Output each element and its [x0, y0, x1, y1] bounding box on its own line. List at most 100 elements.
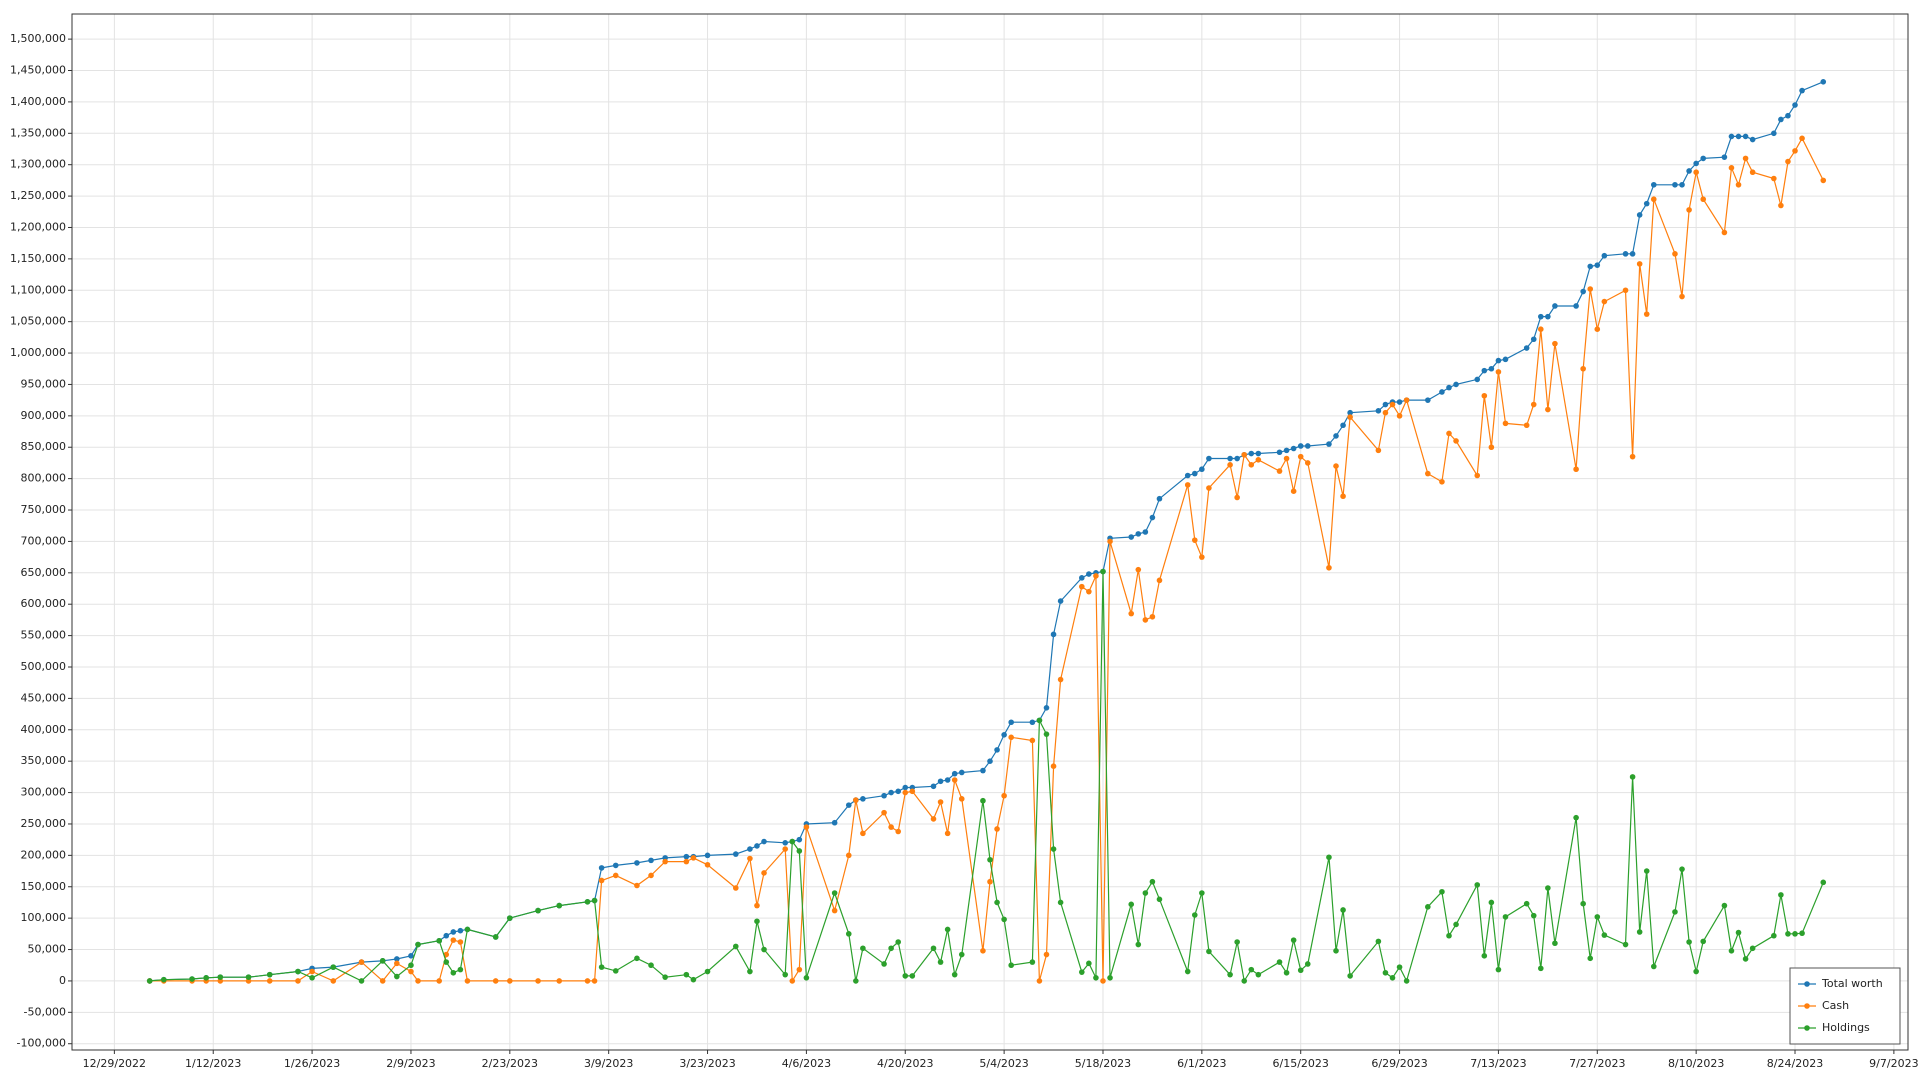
data-point: [146, 978, 153, 984]
data-point: [1778, 202, 1784, 209]
data-point: [1093, 974, 1099, 981]
data-point: [1389, 974, 1396, 981]
data-point: [1735, 181, 1742, 188]
data-point: [1375, 408, 1382, 414]
data-point: [1156, 896, 1163, 903]
data-point: [1057, 676, 1064, 683]
data-point: [1453, 381, 1459, 388]
data-point: [1439, 478, 1445, 485]
data-point: [1142, 617, 1149, 623]
data-point: [1636, 212, 1643, 218]
data-point: [1799, 135, 1805, 142]
data-point: [1156, 577, 1163, 584]
data-point: [881, 792, 887, 799]
data-point: [1594, 262, 1601, 268]
data-point: [1643, 311, 1650, 317]
data-point: [1142, 890, 1149, 896]
data-point: [1792, 148, 1798, 154]
data-point: [1184, 472, 1191, 479]
legend-marker: [1804, 1025, 1810, 1031]
data-point: [1283, 455, 1290, 462]
data-point: [881, 809, 887, 816]
data-point: [1191, 537, 1198, 543]
data-point: [295, 978, 301, 984]
data-point: [937, 959, 944, 965]
x-tick-label: 8/10/2023: [1668, 1057, 1724, 1070]
data-point: [1728, 947, 1735, 954]
data-point: [1227, 455, 1233, 462]
data-point: [1248, 450, 1255, 457]
data-point: [1340, 422, 1346, 429]
data-point: [1057, 598, 1064, 604]
data-point: [415, 941, 421, 948]
data-point: [902, 973, 909, 979]
data-point: [203, 974, 209, 981]
data-point: [1248, 966, 1255, 973]
data-point: [1149, 514, 1156, 521]
data-point: [1241, 978, 1248, 984]
data-point: [1686, 939, 1692, 945]
data-point: [1643, 200, 1650, 207]
data-point: [1107, 538, 1113, 545]
data-point: [1255, 450, 1262, 457]
data-point: [789, 978, 796, 984]
y-tick-label: -100,000: [17, 1037, 66, 1050]
data-point: [937, 778, 944, 785]
x-tick-label: 9/7/2023: [1869, 1057, 1918, 1070]
data-point: [591, 978, 598, 984]
data-point: [732, 943, 739, 950]
data-point: [747, 855, 753, 862]
data-point: [754, 918, 760, 925]
data-point: [1686, 168, 1692, 174]
legend-marker: [1804, 981, 1810, 987]
data-point: [958, 769, 965, 776]
data-point: [598, 964, 605, 970]
data-point: [245, 974, 252, 980]
y-tick-label: 550,000: [21, 629, 67, 642]
data-point: [1333, 433, 1339, 439]
data-point: [1488, 899, 1495, 906]
data-point: [295, 968, 301, 975]
data-point: [1340, 907, 1346, 913]
y-tick-label: 900,000: [21, 409, 67, 422]
data-point: [1304, 460, 1311, 466]
series-line: [149, 137, 1824, 983]
data-point: [1672, 181, 1678, 188]
data-point: [1276, 449, 1283, 456]
data-point: [1742, 956, 1749, 962]
data-point: [662, 858, 668, 865]
data-point: [1622, 941, 1629, 948]
y-tick-label: 1,300,000: [10, 158, 66, 171]
data-point: [450, 937, 457, 943]
data-point: [1721, 902, 1728, 909]
data-point: [930, 783, 937, 790]
data-point: [612, 872, 619, 879]
data-point: [450, 929, 457, 935]
data-point: [994, 747, 1000, 753]
legend-label: Cash: [1822, 999, 1849, 1012]
data-point: [1255, 456, 1262, 463]
data-point: [584, 978, 591, 984]
y-tick-label: 50,000: [28, 943, 67, 956]
data-point: [909, 788, 916, 795]
data-point: [450, 969, 457, 976]
x-tick-label: 7/27/2023: [1569, 1057, 1625, 1070]
y-tick-label: 0: [59, 974, 66, 987]
data-point: [1552, 940, 1558, 947]
data-point: [1573, 303, 1579, 309]
data-point: [1086, 960, 1092, 967]
data-point: [902, 789, 909, 796]
data-point: [789, 838, 796, 845]
y-tick-label: 100,000: [21, 911, 67, 924]
data-point: [1495, 357, 1502, 364]
data-point: [761, 946, 767, 953]
data-point: [1580, 365, 1586, 372]
data-point: [895, 828, 901, 835]
data-point: [266, 978, 273, 984]
data-point: [394, 960, 400, 967]
data-point: [803, 974, 810, 981]
data-point: [1029, 737, 1036, 744]
x-tick-label: 12/29/2022: [83, 1057, 146, 1070]
data-point: [1601, 298, 1608, 305]
data-point: [1594, 914, 1601, 920]
